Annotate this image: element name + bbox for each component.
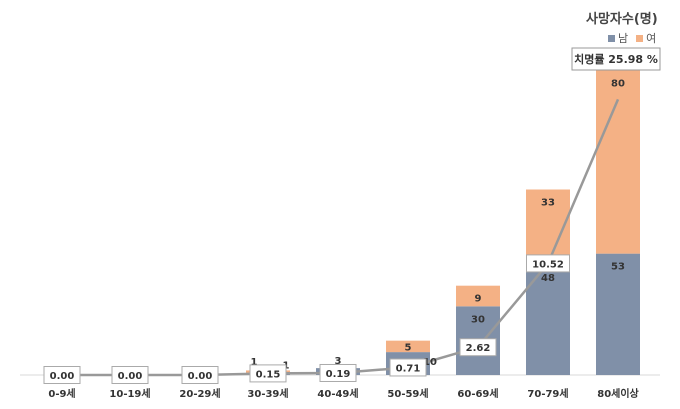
- category-label-4: 40-49세: [317, 387, 358, 400]
- bar-female-6: [456, 285, 500, 307]
- legend-female-label: 여: [646, 32, 657, 45]
- fatality-rate-annotation: 치명률 25.98 %: [574, 52, 658, 66]
- rate-label-0: 0.00: [50, 371, 75, 382]
- rate-label-box-0: [43, 366, 81, 384]
- male-value-label-6: 30: [471, 314, 485, 325]
- bar-male-8: [596, 253, 640, 375]
- female-value-label-5: 5: [405, 343, 412, 354]
- rate-label-box-5: [389, 358, 427, 377]
- rate-label-box-7: [526, 254, 570, 273]
- annotation-group: 치명률 25.98 %: [571, 47, 661, 71]
- male-swatch: [608, 34, 615, 42]
- rate-label-5: 0.71: [396, 363, 421, 374]
- category-label-6: 60-69세: [457, 387, 498, 400]
- labels-group: 0-9세10-19세20-29세30-39세1140-49세350-59세105…: [43, 78, 640, 400]
- female-value-label-3: 1: [251, 357, 258, 368]
- bar-female-8: [596, 70, 640, 254]
- category-label-1: 10-19세: [109, 387, 150, 400]
- male-value-label-5: 10: [423, 357, 437, 368]
- annotation-box: [571, 47, 661, 71]
- category-label-2: 20-29세: [179, 387, 220, 400]
- rate-label-2: 0.00: [188, 371, 213, 382]
- category-label-7: 70-79세: [527, 387, 568, 400]
- legend-title: 사망자수(명): [586, 12, 658, 27]
- legend: 남 여: [608, 30, 656, 46]
- female-value-label-7: 33: [541, 198, 555, 209]
- category-label-5: 50-59세: [387, 387, 428, 400]
- rate-label-7: 10.52: [532, 259, 564, 270]
- legend-item-female: 여: [636, 30, 656, 46]
- category-label-0: 0-9세: [48, 387, 75, 400]
- rate-label-4: 0.19: [326, 369, 351, 380]
- female-swatch: [636, 34, 644, 42]
- category-label-8: 80세이상: [597, 387, 639, 400]
- legend-item-male: 남: [608, 30, 628, 46]
- male-value-label-8: 53: [611, 262, 625, 273]
- rate-label-box-4: [319, 363, 357, 382]
- bar-male-7: [526, 265, 570, 375]
- female-value-label-6: 9: [475, 294, 482, 305]
- rate-label-3: 0.15: [256, 369, 281, 380]
- category-label-3: 30-39세: [247, 387, 288, 400]
- bar-female-5: [386, 340, 430, 353]
- bars-group: [20, 70, 660, 376]
- male-value-label-7: 48: [541, 273, 555, 284]
- legend-male-label: 남: [618, 32, 629, 45]
- female-value-label-8: 80: [611, 78, 625, 89]
- male-value-label-4: 3: [335, 356, 342, 367]
- rate-label-box-1: [111, 366, 149, 384]
- rate-label-1: 0.00: [118, 371, 143, 382]
- rate-label-box-6: [459, 338, 497, 357]
- rate-label-box-3: [249, 364, 287, 383]
- rate-label-box-2: [181, 366, 219, 384]
- rate-label-6: 2.62: [466, 343, 491, 354]
